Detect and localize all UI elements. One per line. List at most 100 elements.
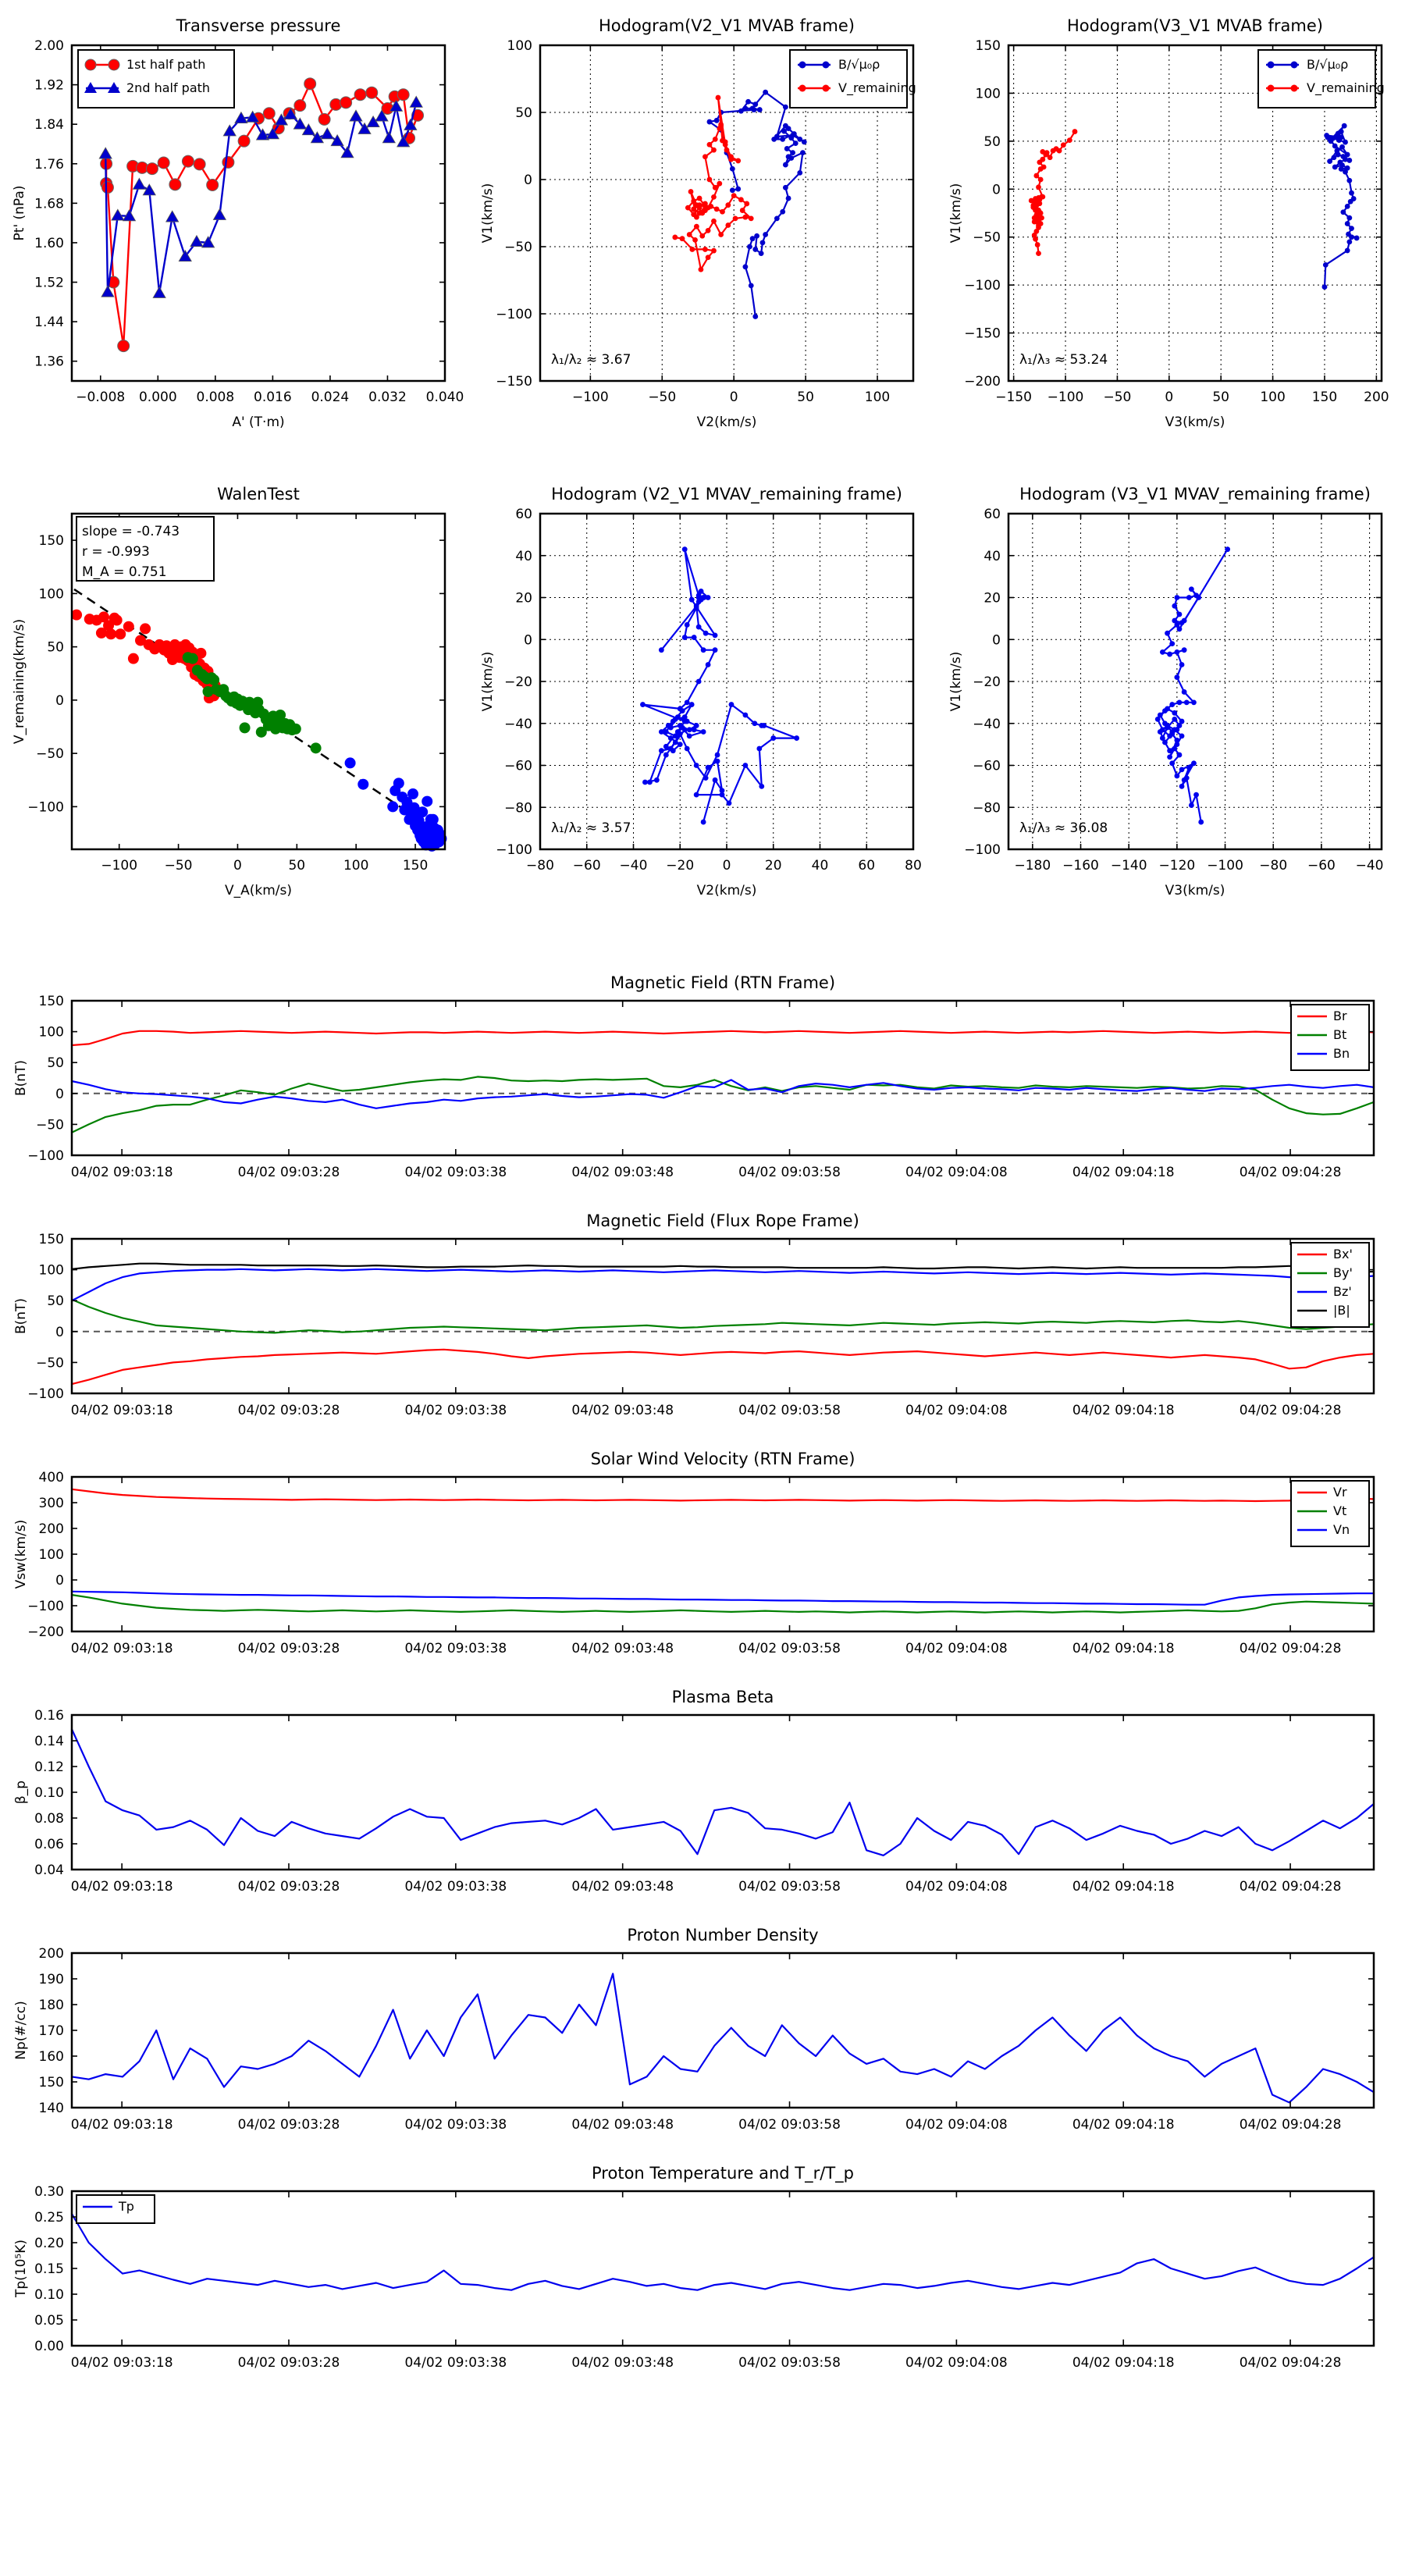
data-point xyxy=(422,795,433,807)
data-point xyxy=(1060,142,1066,148)
data-point xyxy=(705,227,711,233)
data-point xyxy=(720,208,725,215)
panel-magnetic-field-rtn: Magnetic Field (RTN Frame) −100 −50 0 50 100 1… xyxy=(0,960,1405,1202)
data-point xyxy=(705,205,711,211)
x-tick-label: 04/02 09:03:28 xyxy=(238,1879,340,1895)
chart-title: Proton Number Density xyxy=(627,1926,818,1944)
x-tick-label: 20 xyxy=(765,858,782,873)
y-tick-label: 0 xyxy=(992,632,1001,648)
y-tick-label: 200 xyxy=(39,1946,64,1962)
y-axis-label: Tp(10⁵K) xyxy=(13,2240,29,2298)
x-tick-label: 04/02 09:03:38 xyxy=(404,1165,507,1180)
chart-title: Hodogram(V2_V1 MVAB frame) xyxy=(599,16,855,36)
data-point xyxy=(387,801,399,813)
y-tick-label: −100 xyxy=(27,1386,64,1402)
data-point xyxy=(393,777,404,789)
data-point xyxy=(293,117,308,130)
data-point xyxy=(1167,754,1173,760)
data-point xyxy=(672,234,678,240)
legend-label: 2nd half path xyxy=(126,80,210,95)
data-point xyxy=(1179,718,1185,724)
y-tick-label: −150 xyxy=(964,326,1001,342)
data-point xyxy=(101,181,114,194)
data-point xyxy=(744,201,750,207)
y-tick-label: 150 xyxy=(39,2075,64,2090)
x-tick-label: 0.016 xyxy=(254,390,292,405)
data-point xyxy=(357,122,372,134)
data-point xyxy=(729,187,735,194)
data-point xyxy=(688,596,695,603)
data-point xyxy=(693,202,699,208)
x-tick-label: 80 xyxy=(905,858,922,873)
data-point xyxy=(1169,641,1176,647)
data-point xyxy=(713,117,720,123)
x-tick-label: −40 xyxy=(620,858,648,873)
x-tick-label: −80 xyxy=(526,858,554,873)
data-point xyxy=(693,723,699,728)
data-point xyxy=(751,107,757,112)
legend-box xyxy=(77,49,235,109)
data-point xyxy=(1225,546,1231,553)
y-tick-label: 50 xyxy=(47,1293,64,1309)
data-point xyxy=(237,134,251,148)
data-point xyxy=(103,620,115,632)
y-tick-label: 20 xyxy=(515,591,532,607)
x-tick-label: −100 xyxy=(572,390,609,405)
data-point xyxy=(797,170,803,176)
data-point xyxy=(255,128,270,141)
legend-marker xyxy=(822,61,830,69)
legend-box xyxy=(1290,1004,1370,1071)
data-point xyxy=(1039,215,1044,221)
data-point xyxy=(695,678,702,685)
x-tick-label: 60 xyxy=(858,858,875,873)
data-point xyxy=(357,778,369,790)
x-tick-label: 04/02 09:03:18 xyxy=(71,1641,173,1656)
chart-title: Solar Wind Velocity (RTN Frame) xyxy=(591,1450,855,1468)
data-series-line xyxy=(1323,125,1358,288)
data-point xyxy=(310,742,322,754)
data-point xyxy=(1339,144,1345,150)
x-tick-label: 04/02 09:04:08 xyxy=(905,1879,1008,1895)
data-point xyxy=(756,745,763,752)
y-tick-label: 0.05 xyxy=(34,2313,64,2329)
y-tick-label: 0.10 xyxy=(34,1785,64,1801)
data-point xyxy=(759,240,766,246)
x-tick-label: −60 xyxy=(573,858,601,873)
data-point xyxy=(706,141,713,148)
y-axis-label: V_remaining(km/s) xyxy=(12,619,27,744)
y-tick-label: −80 xyxy=(504,800,532,816)
y-tick-label: 200 xyxy=(39,1521,64,1537)
data-point xyxy=(711,194,717,200)
data-point xyxy=(749,236,756,242)
data-point xyxy=(157,156,170,169)
data-point xyxy=(1349,226,1354,232)
y-axis-label: B(nT) xyxy=(13,1298,29,1334)
x-tick-label: 04/02 09:03:48 xyxy=(571,2117,674,2133)
x-tick-label: 04/02 09:03:38 xyxy=(404,1641,507,1656)
data-point xyxy=(748,283,754,289)
data-point xyxy=(695,624,702,630)
x-tick-label: −100 xyxy=(101,858,137,873)
data-point xyxy=(187,653,198,664)
x-tick-label: 0 xyxy=(1165,390,1173,405)
alfven-mach-label: M_A = 0.751 xyxy=(82,564,167,580)
data-point xyxy=(684,622,690,628)
legend-box xyxy=(1290,1480,1370,1547)
data-point xyxy=(1028,197,1034,204)
x-tick-label: 0.024 xyxy=(311,390,350,405)
y-axis-label: Vsw(km/s) xyxy=(13,1520,29,1589)
data-point xyxy=(782,162,788,168)
data-point xyxy=(752,247,759,252)
data-point xyxy=(663,752,669,758)
data-point xyxy=(758,251,764,256)
data-point xyxy=(1186,764,1192,770)
data-point xyxy=(1172,745,1178,752)
legend-label: Vr xyxy=(1333,1485,1347,1500)
y-tick-label: 0.25 xyxy=(34,2210,64,2226)
x-tick-label: 04/02 09:04:28 xyxy=(1240,1641,1342,1656)
data-point xyxy=(686,727,692,733)
panel-solar-wind-velocity: Solar Wind Velocity (RTN Frame) −200 −100 0… xyxy=(0,1436,1405,1678)
panel-walen-test: WalenTest −100 −50 0 50 100 150 −100 −50 0 50 100 15… xyxy=(0,468,468,937)
data-point xyxy=(1328,138,1334,144)
x-tick-label: 04/02 09:04:28 xyxy=(1240,1403,1342,1418)
